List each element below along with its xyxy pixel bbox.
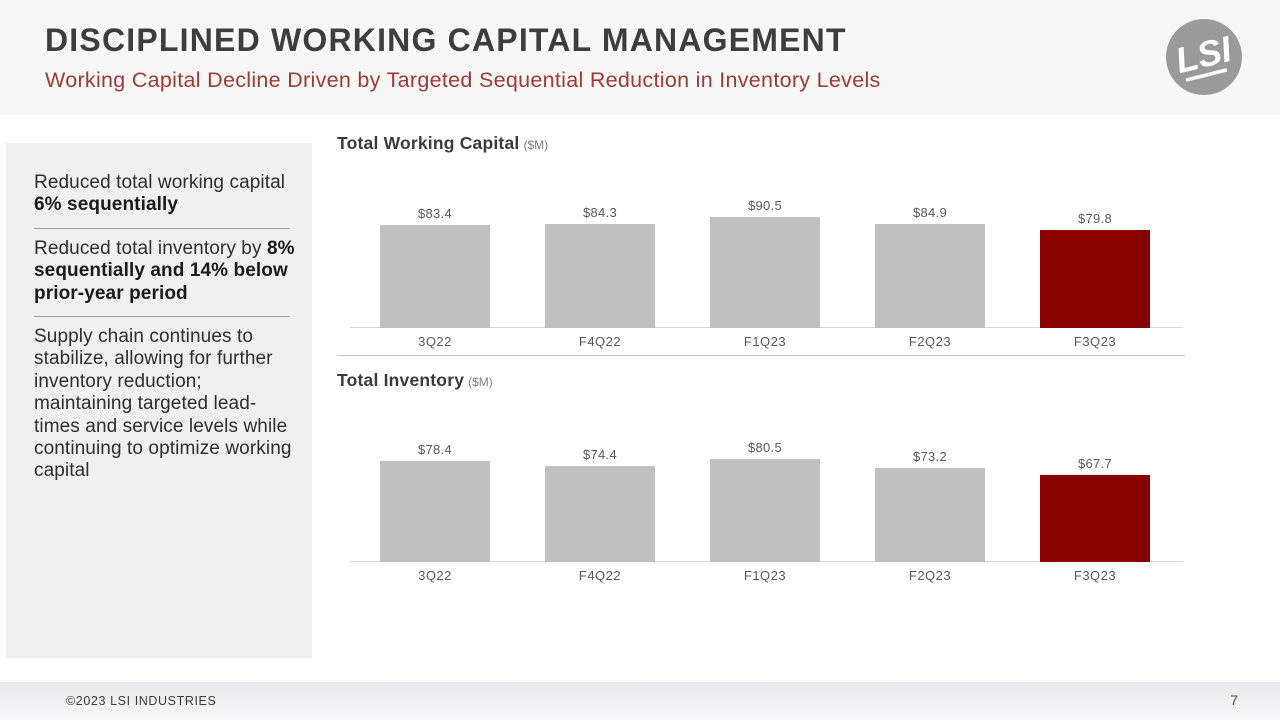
bar-group: $84.3 F4Q22 — [545, 205, 655, 349]
note-emphasis: 8% sequentially and 14% below prior-year… — [34, 237, 295, 304]
chart-title-working-capital: Total Working Capital ($M) — [337, 133, 1185, 153]
bar-value-label: $80.5 — [747, 440, 783, 455]
category-label: F1Q23 — [743, 334, 787, 349]
note-text: Reduced total working capital — [34, 172, 286, 193]
bar-group: $84.9 F2Q23 — [875, 205, 985, 349]
note-text: Supply chain continues to stabilize, all… — [34, 326, 292, 482]
category-label: 3Q22 — [418, 568, 452, 583]
category-label: F4Q22 — [578, 568, 622, 583]
bar — [875, 224, 985, 328]
copyright-text: ©2023 LSI INDUSTRIES — [66, 694, 217, 708]
bar-group: $67.7 F3Q23 — [1040, 456, 1150, 583]
bar-group: $83.4 3Q22 — [380, 206, 490, 349]
note-working-capital: Reduced total working capital 6% sequent… — [34, 172, 298, 217]
bar-group: $90.5 F1Q23 — [710, 198, 820, 349]
note-emphasis: 6% sequentially — [34, 194, 179, 216]
bar — [380, 461, 490, 562]
bar-group: $73.2 F2Q23 — [875, 449, 985, 583]
bar-value-label: $84.3 — [582, 205, 618, 220]
category-label: F2Q23 — [908, 568, 952, 583]
category-label: F3Q23 — [1073, 568, 1117, 583]
note-text: Reduced total inventory by — [34, 237, 267, 259]
bar-value-label: $84.9 — [912, 205, 948, 220]
page-number: 7 — [1230, 692, 1238, 708]
slide-subtitle: Working Capital Decline Driven by Target… — [45, 68, 881, 92]
bar — [710, 459, 820, 562]
bar-value-label: $67.7 — [1077, 456, 1113, 471]
divider — [337, 355, 1185, 356]
inventory-bar-chart: $78.4 3Q22 $74.4 F4Q22 $80.5 F1Q23 $73.2 F2Q23 $… — [337, 390, 1185, 583]
slide-footer: ©2023 LSI INDUSTRIES 7 — [0, 682, 1280, 720]
note-supply-chain: Supply chain continues to stabilize, all… — [34, 326, 298, 483]
bar — [710, 217, 820, 328]
bar — [875, 468, 985, 562]
bar-value-label: $78.4 — [417, 442, 453, 457]
slide-header: DISCIPLINED WORKING CAPITAL MANAGEMENT W… — [0, 0, 1280, 115]
divider — [34, 316, 290, 318]
working-capital-bar-chart: $83.4 3Q22 $84.3 F4Q22 $90.5 F1Q23 $84.9 F2Q23 $… — [337, 153, 1185, 349]
category-label: F1Q23 — [743, 568, 787, 583]
bar — [545, 224, 655, 328]
chart-units-label: ($M) — [468, 375, 493, 389]
bar-group: $80.5 F1Q23 — [710, 440, 820, 583]
category-label: F3Q23 — [1073, 334, 1117, 349]
chart-title-inventory: Total Inventory ($M) — [337, 370, 1185, 390]
chart-title-text: Total Inventory — [337, 370, 465, 390]
category-label: 3Q22 — [418, 334, 452, 349]
category-label: F4Q22 — [578, 334, 622, 349]
lsi-logo-icon: LSI — [1166, 19, 1242, 95]
bar-value-label: $83.4 — [417, 206, 453, 221]
bar-value-label: $79.8 — [1077, 211, 1113, 226]
bar-highlighted — [1040, 230, 1150, 328]
chart-units-label: ($M) — [523, 138, 549, 152]
slide-title: DISCIPLINED WORKING CAPITAL MANAGEMENT — [45, 22, 847, 58]
charts-column: Total Working Capital ($M) $83.4 3Q22 $84.3… — [337, 133, 1185, 589]
note-inventory: Reduced total inventory by 8% sequential… — [34, 238, 298, 305]
category-label: F2Q23 — [908, 334, 952, 349]
bar — [545, 466, 655, 562]
bar-group: $74.4 F4Q22 — [545, 447, 655, 583]
divider — [34, 227, 290, 229]
highlights-panel: Reduced total working capital 6% sequent… — [6, 143, 312, 658]
bar-highlighted — [1040, 475, 1150, 562]
bar-value-label: $73.2 — [912, 449, 948, 464]
bar-group: $78.4 3Q22 — [380, 442, 490, 583]
chart-title-text: Total Working Capital — [337, 133, 520, 153]
bar-group: $79.8 F3Q23 — [1040, 211, 1150, 349]
bar-value-label: $90.5 — [747, 198, 783, 213]
bar — [380, 225, 490, 328]
bar-value-label: $74.4 — [582, 447, 618, 462]
